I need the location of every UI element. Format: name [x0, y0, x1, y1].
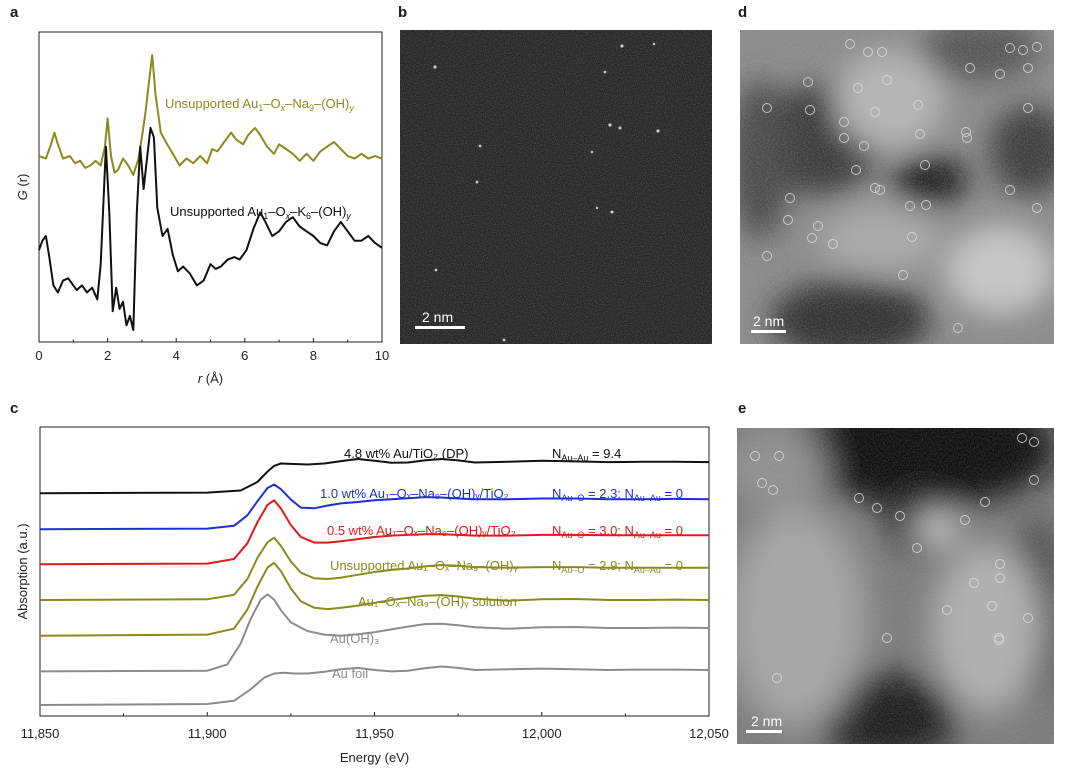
series-line-c-5 — [39, 593, 710, 673]
scale-label-b: 2 nm — [422, 309, 454, 325]
x-tick-label-c: 12,050 — [689, 726, 729, 741]
series-label-c-1: 1.0 wt% Au₁–Oₓ–Na₉–(OH)ᵧ/TiO₂ — [320, 486, 509, 501]
x-tick-label-c: 11,950 — [355, 726, 394, 741]
x-tick-label-a: 8 — [310, 348, 317, 363]
chart-c: 11,850 11,900 11,950 12,000 12,050 Energy (eV… — [15, 426, 729, 765]
series-line-c-6 — [39, 665, 710, 706]
x-tick-label-c: 11,850 — [21, 726, 60, 741]
chart-a: 0 2 4 6 8 10 r (Å) G (r) Unsupported Au1–Ox–Na9–… — [15, 31, 389, 386]
panel-letter-c: c — [10, 400, 19, 417]
coordination-annotation-c-1: NAu–O = 2.3; NAu–Au = 0 — [552, 486, 683, 503]
series-label-a-1: Unsupported Au1–Ox–K6–(OH)y — [170, 204, 351, 221]
series-label-c-0: 4.8 wt% Au/TiO₂ (DP) — [344, 446, 468, 461]
panel-letter-d: d — [738, 4, 748, 21]
coordination-annotation-c-0: NAu–Au = 9.4 — [552, 446, 621, 463]
series-label-c-3: Unsupported Au₁–Oₓ–Na₉–(OH)ᵧ — [330, 558, 519, 573]
x-tick-label-a: 0 — [35, 348, 42, 363]
series-line-c-3 — [39, 536, 709, 601]
x-tick-label-a: 10 — [375, 348, 389, 363]
x-axis-label-a: r (Å) — [198, 371, 223, 386]
series-label-c-2: 0.5 wt% Au₁–Oₓ–Na₉–(OH)ᵧ/TiO₂ — [327, 523, 516, 538]
scale-label-d: 2 nm — [753, 313, 785, 329]
x-tick-label-c: 11,900 — [188, 726, 227, 741]
series-line-a-0 — [38, 54, 383, 176]
y-axis-label-c: Absorption (a.u.) — [15, 523, 30, 619]
x-tick-label-c: 12,000 — [522, 726, 562, 741]
x-tick-label-a: 4 — [173, 348, 180, 363]
series-line-c-4 — [39, 561, 710, 637]
micrograph-d: 2 nm — [740, 30, 1054, 344]
x-tick-label-a: 2 — [104, 348, 111, 363]
series-label-a-0: Unsupported Au1–Ox–Na9–(OH)y — [165, 96, 354, 113]
micrograph-e: 2 nm — [737, 428, 1054, 744]
series-line-c-1 — [39, 483, 710, 531]
y-axis-label-a: G (r) — [15, 174, 30, 201]
series-label-c-4: Au₁–Oₓ–Na₉–(OH)ᵧ solution — [358, 594, 517, 609]
scale-label-e: 2 nm — [751, 713, 783, 729]
panel-letter-b: b — [398, 4, 408, 21]
series-line-c-2 — [39, 499, 709, 566]
x-axis-label-c: Energy (eV) — [340, 750, 409, 765]
micrograph-b: 2 nm — [400, 30, 712, 344]
panel-letter-a: a — [10, 4, 19, 21]
coordination-annotation-c-2: NAu–O = 3.0; NAu–Au = 0 — [552, 523, 683, 540]
panel-letter-e: e — [738, 400, 747, 417]
x-tick-label-a: 6 — [241, 348, 248, 363]
series-line-a-1 — [38, 126, 383, 331]
series-line-c-0 — [39, 458, 710, 495]
coordination-annotation-c-3: NAu–O = 2.9; NAu–Au = 0 — [552, 558, 683, 575]
series-label-c-6: Au foil — [332, 666, 368, 681]
series-label-c-5: Au(OH)₃ — [330, 631, 379, 646]
